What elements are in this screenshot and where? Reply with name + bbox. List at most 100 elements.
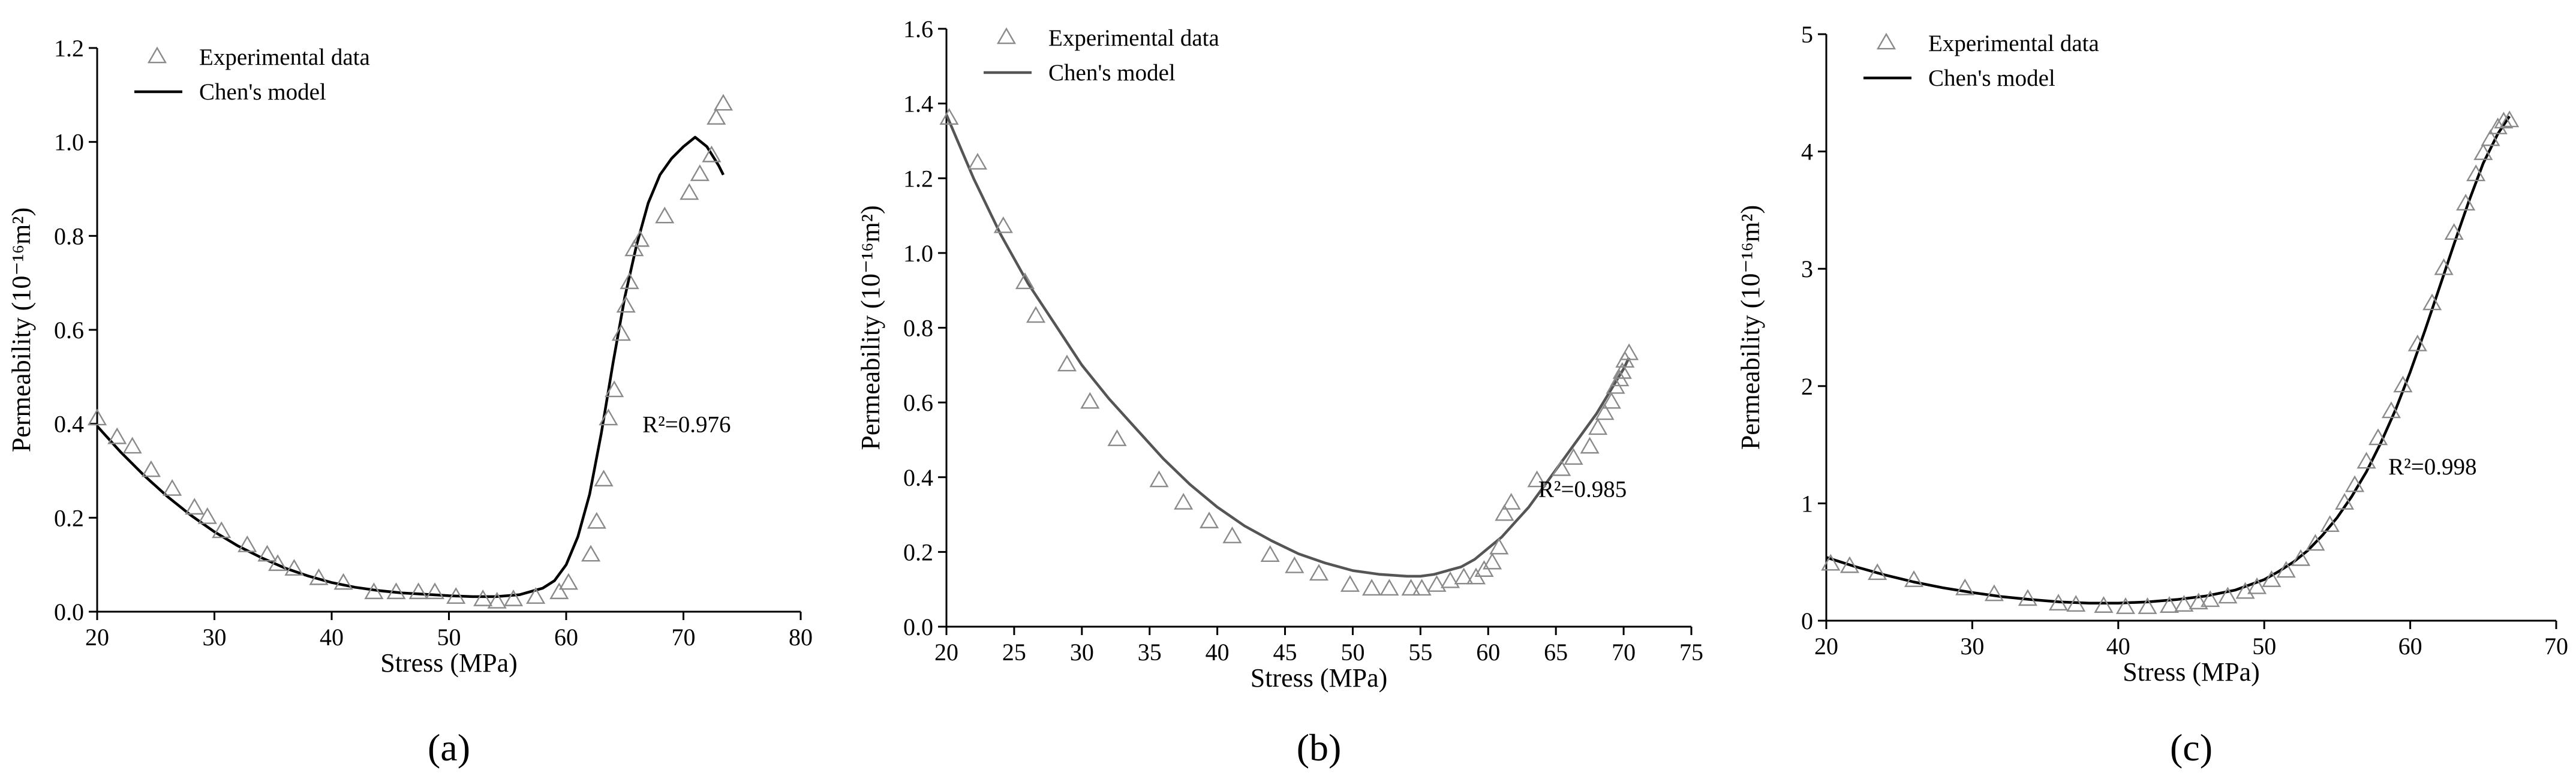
data-point — [713, 94, 734, 111]
data-point — [87, 408, 107, 426]
y-tick-label: 1 — [1801, 490, 1813, 517]
data-point — [386, 582, 406, 600]
data-point — [1015, 272, 1035, 290]
data-point — [1427, 575, 1447, 592]
data-point — [1309, 564, 1329, 581]
x-tick-label: 70 — [672, 624, 696, 651]
data-point — [549, 582, 569, 600]
data-point — [1200, 512, 1219, 528]
model-line — [945, 114, 1631, 578]
data-point — [2407, 334, 2427, 351]
x-tick-label: 20 — [85, 624, 109, 651]
r-squared-annotation: R²=0.998 — [2388, 454, 2476, 480]
x-tick-label: 70 — [2544, 633, 2568, 660]
y-tick-label: 0.8 — [903, 315, 933, 342]
data-point — [1057, 354, 1077, 372]
data-point — [1285, 556, 1304, 573]
data-point — [257, 545, 277, 562]
data-point — [1955, 578, 1975, 595]
data-point — [967, 152, 988, 170]
x-tick-label: 40 — [2106, 633, 2130, 660]
x-tick-label: 30 — [1960, 633, 1984, 660]
y-tick-label: 0.4 — [903, 464, 933, 491]
data-point — [473, 589, 493, 606]
x-tick-label: 60 — [554, 624, 578, 651]
data-point — [2334, 492, 2355, 510]
data-point — [2422, 293, 2442, 311]
data-point — [526, 587, 546, 604]
x-tick-label: 75 — [1679, 639, 1703, 666]
data-point — [1454, 567, 1474, 585]
data-point — [624, 239, 644, 257]
data-point — [1868, 563, 1887, 581]
data-point — [122, 437, 142, 454]
y-tick-label: 0.0 — [903, 613, 933, 640]
data-point — [1107, 429, 1127, 446]
data-point — [1552, 459, 1571, 476]
data-point — [185, 498, 205, 515]
data-point — [2494, 112, 2514, 129]
y-axis-title: Permeability (10⁻¹⁶m²) — [1736, 205, 1765, 450]
data-point — [1501, 492, 1521, 510]
data-point — [655, 206, 675, 224]
data-point — [1222, 527, 1242, 543]
y-tick-label: 2 — [1801, 373, 1813, 400]
x-tick-label: 40 — [320, 624, 344, 651]
data-point — [1839, 556, 1860, 573]
data-point — [1588, 418, 1608, 435]
x-axis-title: Stress (MPa) — [380, 648, 518, 678]
data-point — [587, 512, 606, 529]
data-point — [2444, 223, 2464, 240]
data-point — [939, 108, 959, 125]
x-tick-label: 65 — [1544, 639, 1568, 666]
y-tick-label: 0.8 — [54, 222, 84, 249]
data-point — [702, 145, 722, 163]
legend-marker-triangle — [1876, 32, 1896, 50]
legend-marker-triangle — [147, 46, 167, 64]
data-point — [2138, 597, 2157, 614]
data-point — [1612, 362, 1632, 379]
y-tick-label: 1.2 — [903, 165, 933, 192]
x-tick-label: 20 — [934, 639, 958, 666]
data-point — [446, 587, 466, 604]
y-tick-label: 0.2 — [903, 539, 933, 566]
y-tick-label: 1.4 — [903, 91, 933, 118]
y-tick-label: 1.0 — [903, 240, 933, 267]
data-point — [1340, 575, 1360, 592]
data-point — [2115, 597, 2136, 614]
data-point — [2456, 194, 2476, 211]
data-point — [1904, 570, 1924, 587]
y-tick-label: 1.2 — [54, 35, 84, 62]
x-tick-label: 40 — [1206, 639, 1230, 666]
model-line — [1826, 115, 2511, 604]
data-point — [594, 470, 614, 487]
data-point — [2262, 570, 2282, 587]
y-tick-label: 0.0 — [54, 598, 84, 625]
y-tick-label: 5 — [1801, 21, 1813, 48]
data-point — [2356, 452, 2376, 469]
legend-marker-triangle — [996, 27, 1017, 44]
data-point — [2094, 596, 2114, 613]
y-axis-title: Permeability (10⁻¹⁶m²) — [7, 207, 36, 452]
data-point — [1260, 545, 1280, 563]
data-point — [616, 296, 636, 313]
data-point — [2393, 375, 2413, 393]
x-tick-label: 20 — [1814, 633, 1838, 660]
data-point — [1564, 448, 1583, 465]
data-point — [238, 535, 257, 552]
data-point — [2500, 110, 2520, 128]
data-point — [503, 589, 524, 606]
x-tick-label: 30 — [203, 624, 227, 651]
data-point — [2320, 515, 2340, 532]
data-point — [197, 507, 217, 524]
legend-label-model: Chen's model — [199, 79, 326, 105]
r-squared-annotation: R²=0.985 — [1538, 476, 1627, 502]
data-point — [2276, 561, 2296, 578]
data-point — [2466, 164, 2486, 182]
data-point — [1379, 579, 1399, 596]
data-point — [2291, 549, 2311, 566]
y-tick-label: 0.6 — [54, 317, 84, 344]
y-axis-title: Permeability (10⁻¹⁶m²) — [856, 205, 885, 450]
legend-label-model: Chen's model — [1928, 65, 2055, 91]
